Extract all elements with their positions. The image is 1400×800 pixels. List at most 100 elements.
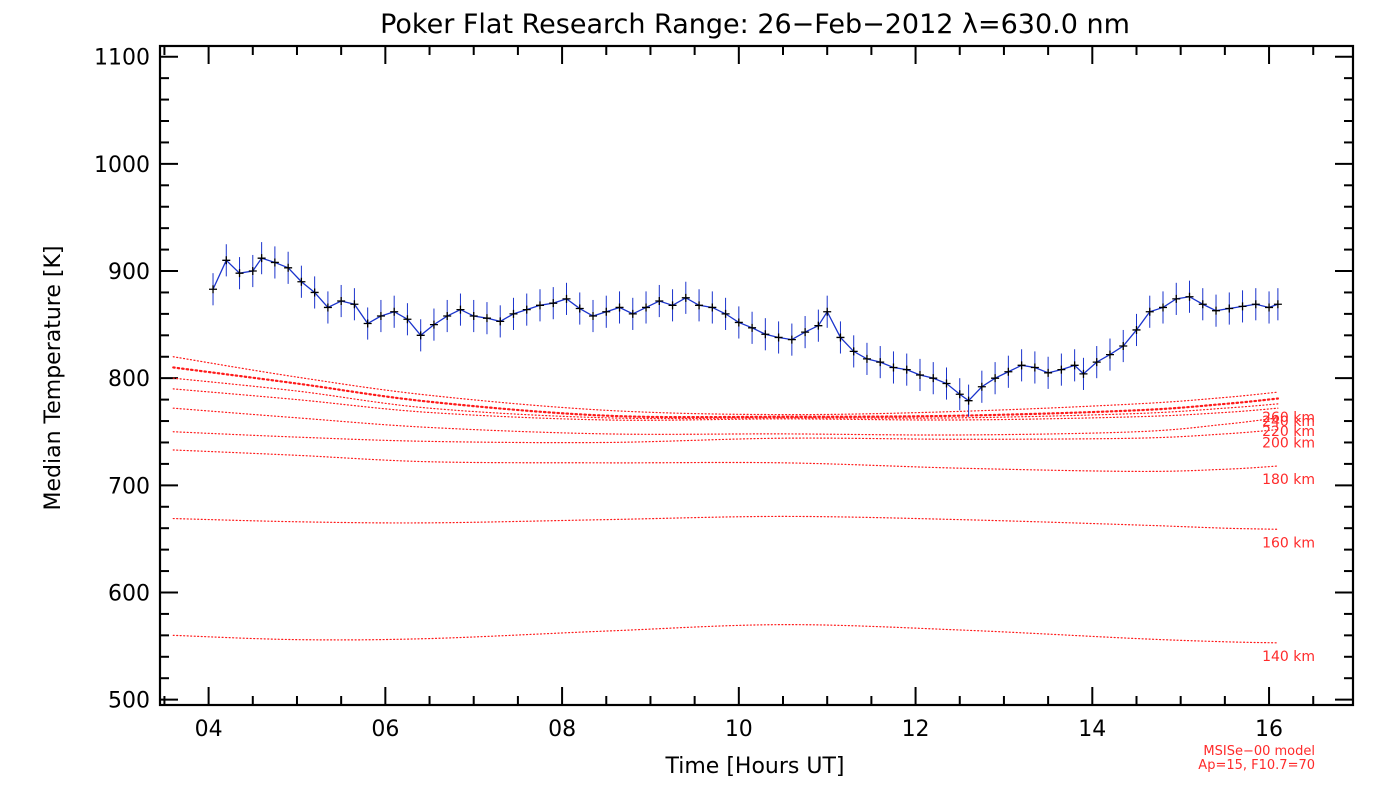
data-point [1017, 361, 1026, 370]
data-point [862, 354, 871, 363]
data-point [1092, 358, 1101, 367]
y-tick-label: 700 [108, 474, 150, 499]
data-point [761, 330, 770, 339]
data-point [509, 309, 518, 318]
data-point [929, 374, 938, 383]
data-point [1145, 307, 1154, 316]
data-point [482, 314, 491, 323]
axis-ticks [160, 46, 1353, 705]
data-point [522, 305, 531, 314]
data-point [248, 267, 257, 276]
data-point [323, 303, 332, 312]
model-curve [172, 449, 1279, 473]
data-point [602, 307, 611, 316]
data-point [496, 317, 505, 326]
y-tick-labels: 500 600 700 800 900 1000 1100 [94, 46, 150, 714]
plot-frame [158, 44, 1355, 707]
data-point [549, 299, 558, 308]
data-point [889, 363, 898, 372]
data-point [628, 309, 637, 318]
data-series [209, 242, 1282, 417]
model-curves [172, 356, 1279, 644]
data-point [748, 323, 757, 332]
data-point [589, 312, 598, 321]
model-curve-label: 180 km [1262, 472, 1315, 488]
data-point [681, 293, 690, 302]
model-curve [172, 515, 1279, 530]
model-curve-label: 140 km [1262, 649, 1315, 665]
data-point [955, 390, 964, 399]
data-point [1004, 367, 1013, 376]
data-point [1044, 368, 1053, 377]
data-point [774, 333, 783, 342]
data-point [1225, 304, 1234, 313]
data-point [1238, 302, 1247, 311]
data-point [297, 277, 306, 286]
data-point [1030, 363, 1039, 372]
model-note-line-2: Ap=15, F10.7=70 [1198, 758, 1315, 773]
data-point [1198, 300, 1207, 309]
data-point [734, 318, 743, 327]
data-point [1070, 361, 1079, 370]
data-point [655, 297, 664, 306]
data-point [721, 309, 730, 318]
model-curve [172, 407, 1279, 436]
data-point [1159, 303, 1167, 312]
data-point [695, 301, 704, 310]
data-point [429, 320, 438, 329]
data-point [562, 294, 571, 303]
data-point [469, 312, 478, 321]
data-point [443, 312, 452, 321]
data-point [1185, 292, 1194, 301]
x-tick-label: 06 [371, 717, 399, 742]
model-curve [172, 366, 1279, 419]
data-point [363, 319, 372, 328]
data-point [801, 328, 810, 337]
data-point [1251, 300, 1260, 309]
data-point [1265, 303, 1274, 312]
y-tick-label: 800 [108, 367, 150, 392]
data-point [535, 301, 544, 310]
data-point [668, 301, 677, 310]
data-point [1132, 325, 1141, 334]
x-tick-label: 08 [548, 717, 576, 742]
data-point [1172, 294, 1181, 303]
data-point [222, 256, 231, 265]
model-curve-label: 200 km [1262, 436, 1315, 452]
data-point [902, 365, 911, 374]
data-point [235, 269, 244, 278]
y-tick-label: 1000 [94, 153, 150, 178]
data-point [209, 285, 218, 294]
data-point [1212, 306, 1221, 315]
series-line [212, 257, 1279, 402]
data-point [1057, 365, 1066, 374]
data-point [416, 331, 425, 340]
model-curve [172, 624, 1279, 644]
model-curve [172, 429, 1279, 444]
data-point [403, 315, 412, 324]
data-point [284, 263, 293, 272]
data-point [964, 396, 973, 405]
data-point [390, 307, 399, 316]
x-tick-label: 12 [902, 717, 930, 742]
model-curve [172, 388, 1279, 421]
data-point [1273, 300, 1282, 309]
x-tick-label: 16 [1255, 717, 1283, 742]
x-tick-label: 10 [725, 717, 753, 742]
data-point [257, 254, 266, 263]
data-point [823, 307, 832, 316]
data-point [836, 333, 845, 342]
y-axis-label: Median Temperature [K] [41, 246, 66, 511]
y-tick-label: 1100 [94, 46, 150, 71]
model-note-line-1: MSISe−00 model [1203, 744, 1315, 759]
data-point [1079, 369, 1088, 378]
data-point [942, 379, 951, 388]
y-tick-label: 600 [108, 581, 150, 606]
data-point [814, 321, 823, 330]
data-point [849, 347, 858, 356]
model-curve [172, 377, 1279, 420]
model-curve-label: 160 km [1262, 535, 1315, 551]
